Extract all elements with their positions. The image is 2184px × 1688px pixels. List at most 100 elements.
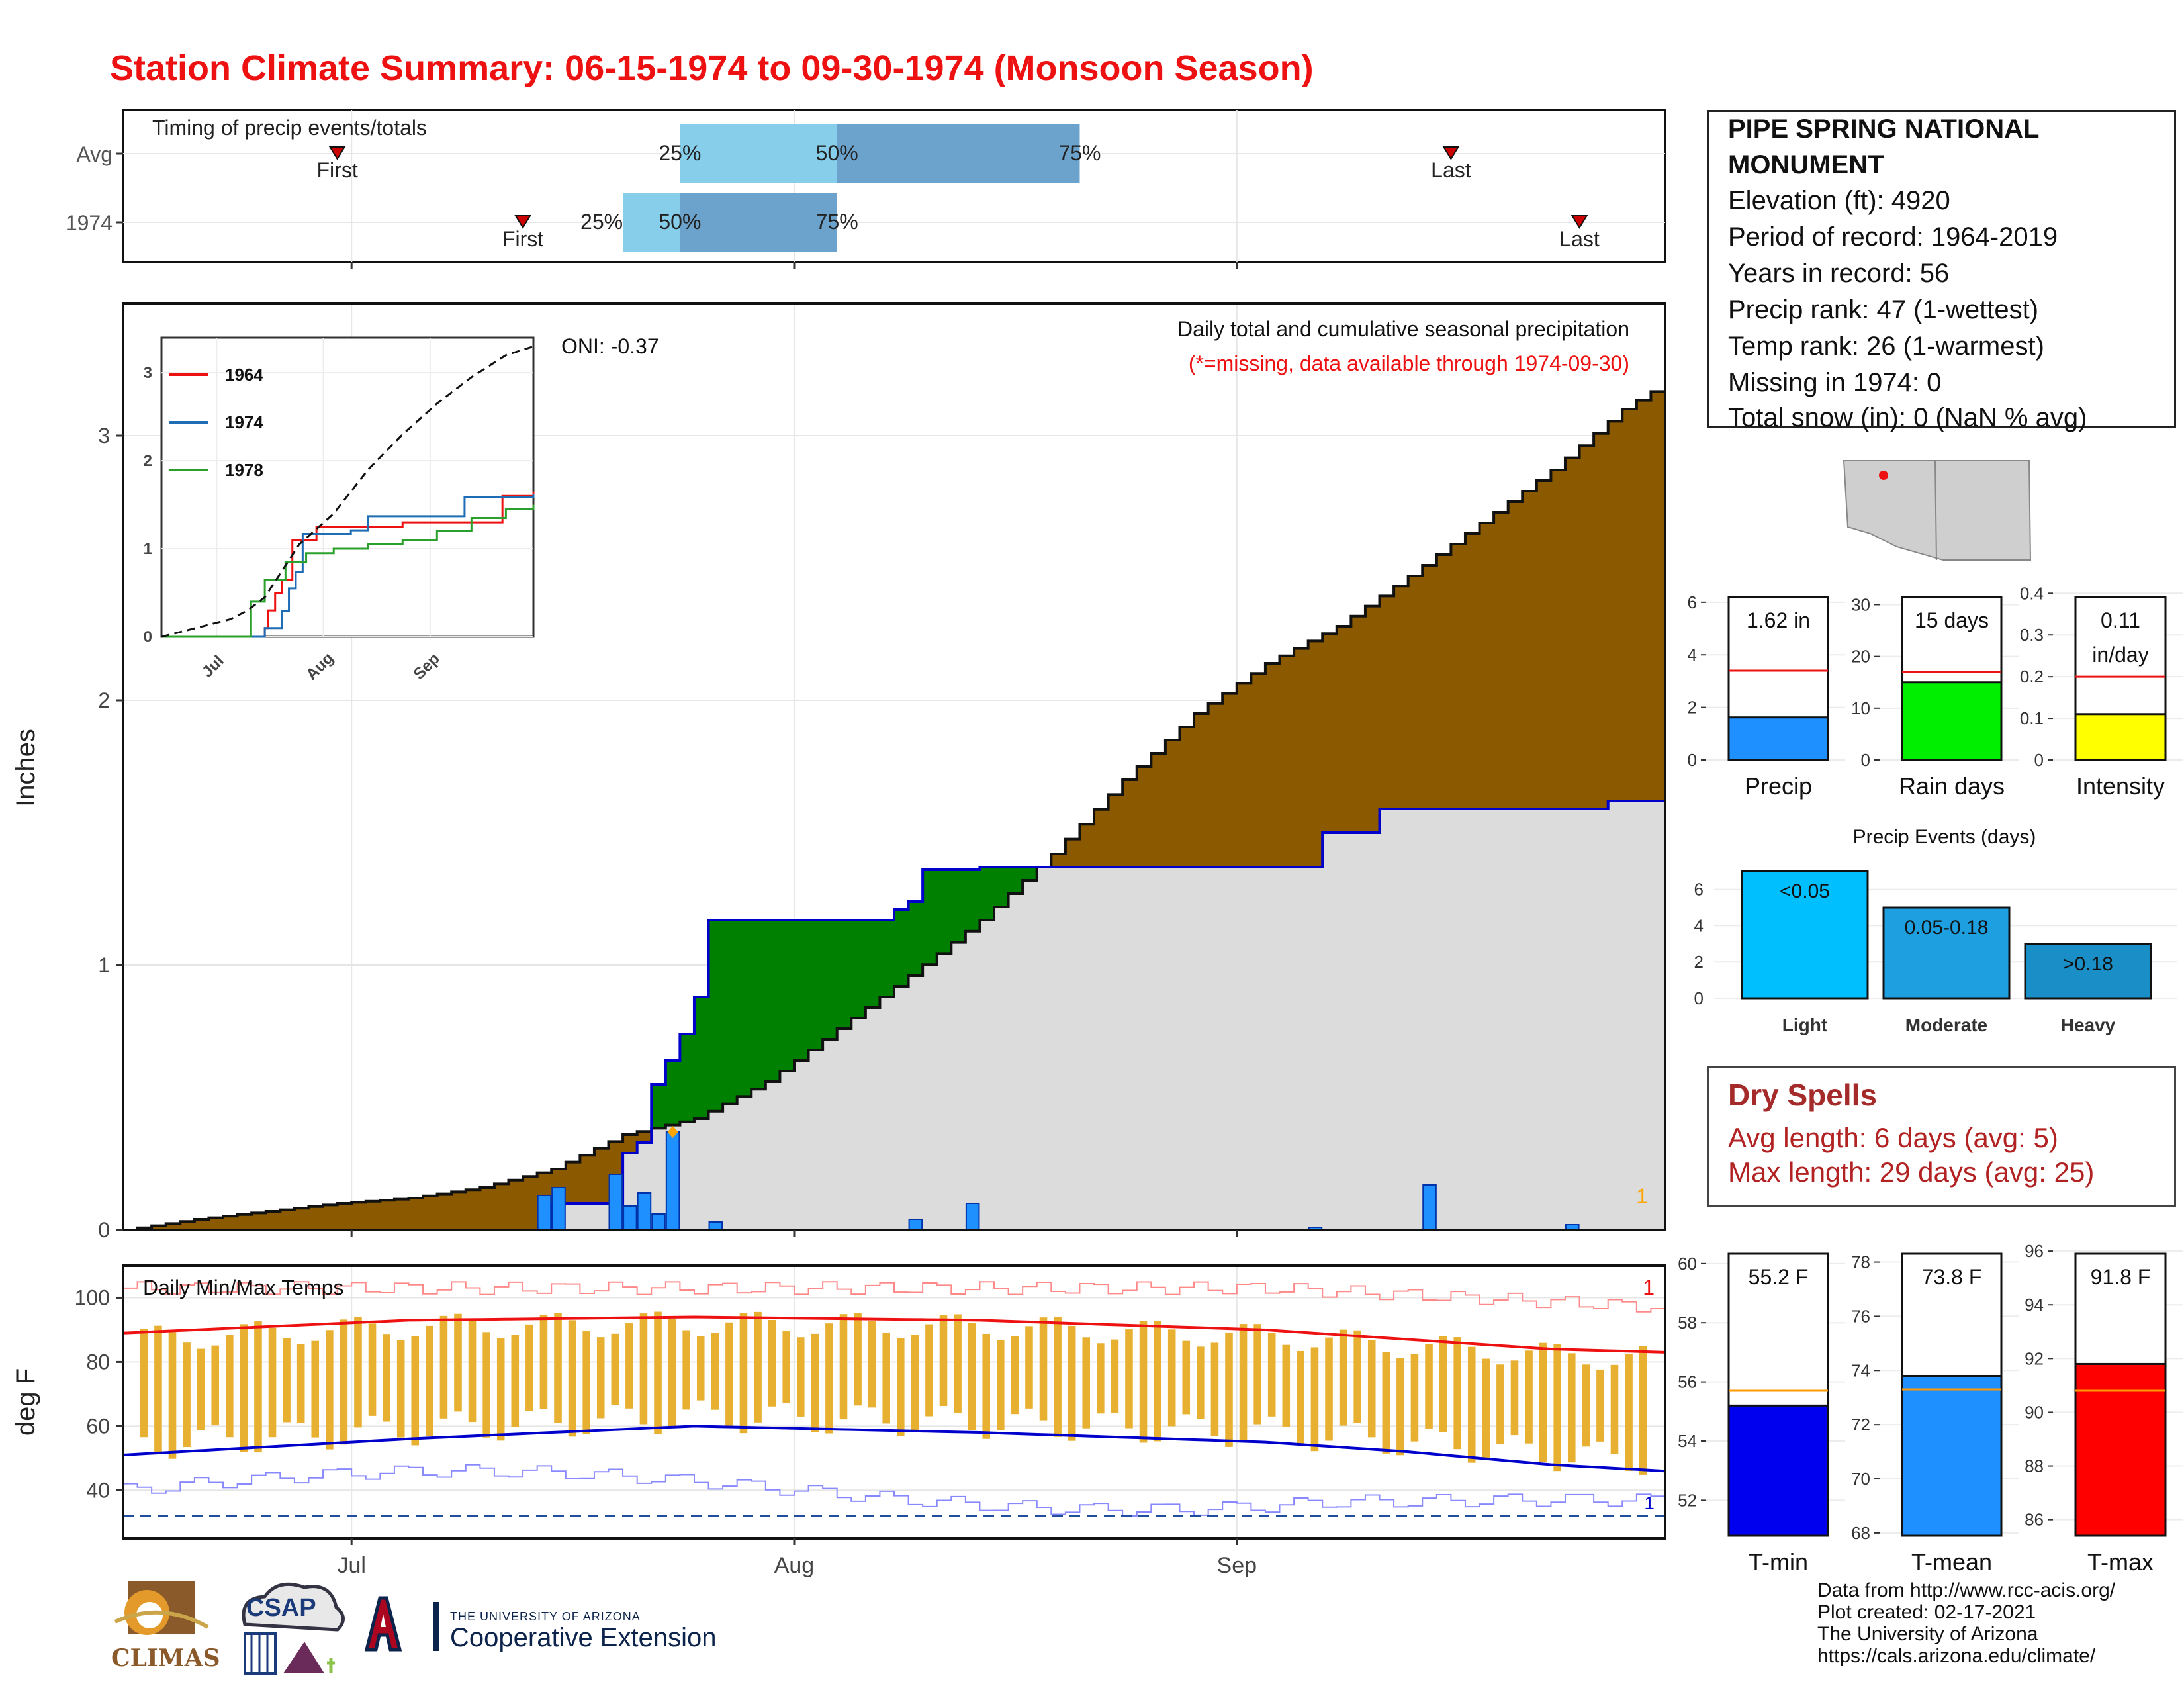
deficit-fill [1094, 809, 1109, 867]
precip-events-bar [2024, 943, 2152, 1000]
deficit-fill [351, 1202, 367, 1230]
daily-temp-bar [197, 1348, 205, 1430]
mini-raindays-y-tick-label: 10 [1851, 698, 1870, 718]
surplus-fill [765, 920, 780, 1082]
mini-raindays-value-bar [1901, 681, 2003, 761]
mini-tmax-y-tick-label: 86 [2025, 1510, 2044, 1530]
daily-temp-bar [925, 1324, 933, 1417]
deficit-fill [1165, 740, 1180, 867]
temp-y-tick-label: 40 [86, 1478, 110, 1502]
dry-spells-box: Dry Spells Avg length: 6 days (avg: 5) M… [1707, 1066, 2176, 1207]
daily-temp-bar [639, 1313, 648, 1425]
temp-y-axis-label: deg F [11, 1368, 40, 1436]
surplus-fill [865, 920, 880, 1008]
deficit-fill [1108, 794, 1123, 867]
station-name-line2: MONUMENT [1728, 150, 1884, 179]
station-name-line1: PIPE SPRING NATIONAL [1728, 115, 2040, 144]
deficit-fill [423, 1196, 438, 1230]
mini-tmin-y-tick-label: 58 [1678, 1313, 1697, 1333]
first-event-label: First [502, 227, 543, 251]
max-daily-marker [667, 1126, 678, 1138]
daily-temp-bar [383, 1334, 390, 1422]
daily-temp-bar [1610, 1364, 1619, 1454]
deficit-fill [1351, 616, 1366, 833]
daily-temp-bar [1310, 1347, 1319, 1452]
station-missing: Missing in 1974: 0 [1728, 368, 1942, 397]
mini-tmean-y-tick-label: 78 [1851, 1252, 1870, 1272]
deficit-fill [1565, 457, 1580, 809]
temp-y-tick-label: 60 [86, 1414, 110, 1438]
deficit-fill [380, 1200, 395, 1230]
deficit-fill [1522, 491, 1537, 809]
station-period: Period of record: 1964-2019 [1728, 222, 2058, 252]
surplus-fill [780, 920, 795, 1071]
mini-tmean-value-bar [1901, 1374, 2003, 1537]
mini-precip-y-tick-label: 6 [1688, 592, 1697, 612]
timing-box-25-50 [680, 124, 837, 183]
deficit-fill [1551, 470, 1566, 809]
daily-temp-bar [1082, 1337, 1091, 1429]
daily-temp-bar [1154, 1320, 1161, 1442]
daily-temp-bar [882, 1332, 890, 1424]
daily-temp-bar [468, 1321, 477, 1423]
daily-temp-bar [1068, 1325, 1076, 1441]
surplus-fill [694, 997, 709, 1119]
precip-events-y-tick-label: 2 [1694, 952, 1704, 972]
station-temp-rank: Temp rank: 26 (1-warmest) [1728, 332, 2044, 361]
dry-spells-avg: Avg length: 6 days (avg: 5) [1728, 1122, 2058, 1153]
precip-missing-note: (*=missing, data available through 1974-… [1189, 352, 1629, 375]
daily-temp-bar [1167, 1329, 1176, 1427]
surplus-fill [979, 867, 995, 920]
temp-y-tick-label: 100 [75, 1286, 110, 1309]
mini-tmax-y-tick-label: 90 [2025, 1402, 2044, 1422]
precip-y-tick-label: 3 [98, 424, 110, 447]
daily-precip-bar [651, 1213, 666, 1231]
station-snow: Total snow (in): 0 (NaN % avg) [1728, 403, 2087, 432]
climas-logo: CLIMAS [109, 1581, 220, 1680]
precip-events-y-tick-label: 6 [1694, 880, 1704, 900]
daily-temp-bar [411, 1336, 420, 1446]
deficit-fill [337, 1203, 352, 1230]
precip-y-tick-label: 1 [98, 953, 110, 977]
deficit-fill [265, 1211, 281, 1230]
daily-temp-bar [868, 1321, 876, 1408]
deficit-fill [1636, 400, 1651, 801]
daily-temp-bar [368, 1323, 377, 1416]
surplus-fill [723, 920, 738, 1104]
daily-temp-bar [1582, 1364, 1590, 1447]
surplus-fill [965, 870, 980, 931]
surplus-fill [837, 920, 852, 1029]
ua-university-label: THE UNIVERSITY OF ARIZONA [450, 1610, 641, 1623]
daily-temp-bar [454, 1313, 462, 1412]
mini-precip-label: Precip [1745, 773, 1812, 800]
temp-y-tick-label: 80 [86, 1350, 110, 1374]
deficit-fill [437, 1194, 452, 1230]
daily-precip-bar [965, 1203, 980, 1231]
deficit-fill [1594, 433, 1609, 809]
daily-temp-bar [254, 1321, 262, 1453]
daily-temp-bar [283, 1338, 291, 1423]
daily-temp-bar [725, 1322, 733, 1427]
deficit-fill [1508, 502, 1523, 809]
daily-temp-bar [154, 1325, 162, 1454]
daily-temp-bar [1011, 1336, 1019, 1415]
station-info-box: PIPE SPRING NATIONAL MONUMENT Elevation … [1707, 110, 2176, 432]
surplus-fill [823, 920, 838, 1039]
daily-temp-bar [1325, 1337, 1333, 1441]
surplus-fill [708, 920, 723, 1111]
timing-box-25-50 [623, 193, 680, 252]
daily-temp-bar [482, 1332, 490, 1438]
deficit-fill [152, 1225, 167, 1230]
daily-temp-bar [682, 1330, 690, 1410]
precip-panel-frame [122, 302, 1666, 1231]
mini-intensity-y-tick-label: 0.3 [2020, 625, 2044, 645]
mini-intensity-y-tick-label: 0.2 [2020, 667, 2044, 686]
record-min-line [123, 1464, 1666, 1517]
last-event-marker [1570, 215, 1588, 229]
mini-tmean-value-text: 73.8 F [1922, 1265, 1982, 1289]
mini-intensity-value-text: 0.11 [2101, 608, 2140, 632]
daily-temp-bar [140, 1329, 148, 1438]
surplus-fill [923, 870, 938, 965]
mini-intensity-y-tick-label: 0 [2034, 750, 2044, 770]
